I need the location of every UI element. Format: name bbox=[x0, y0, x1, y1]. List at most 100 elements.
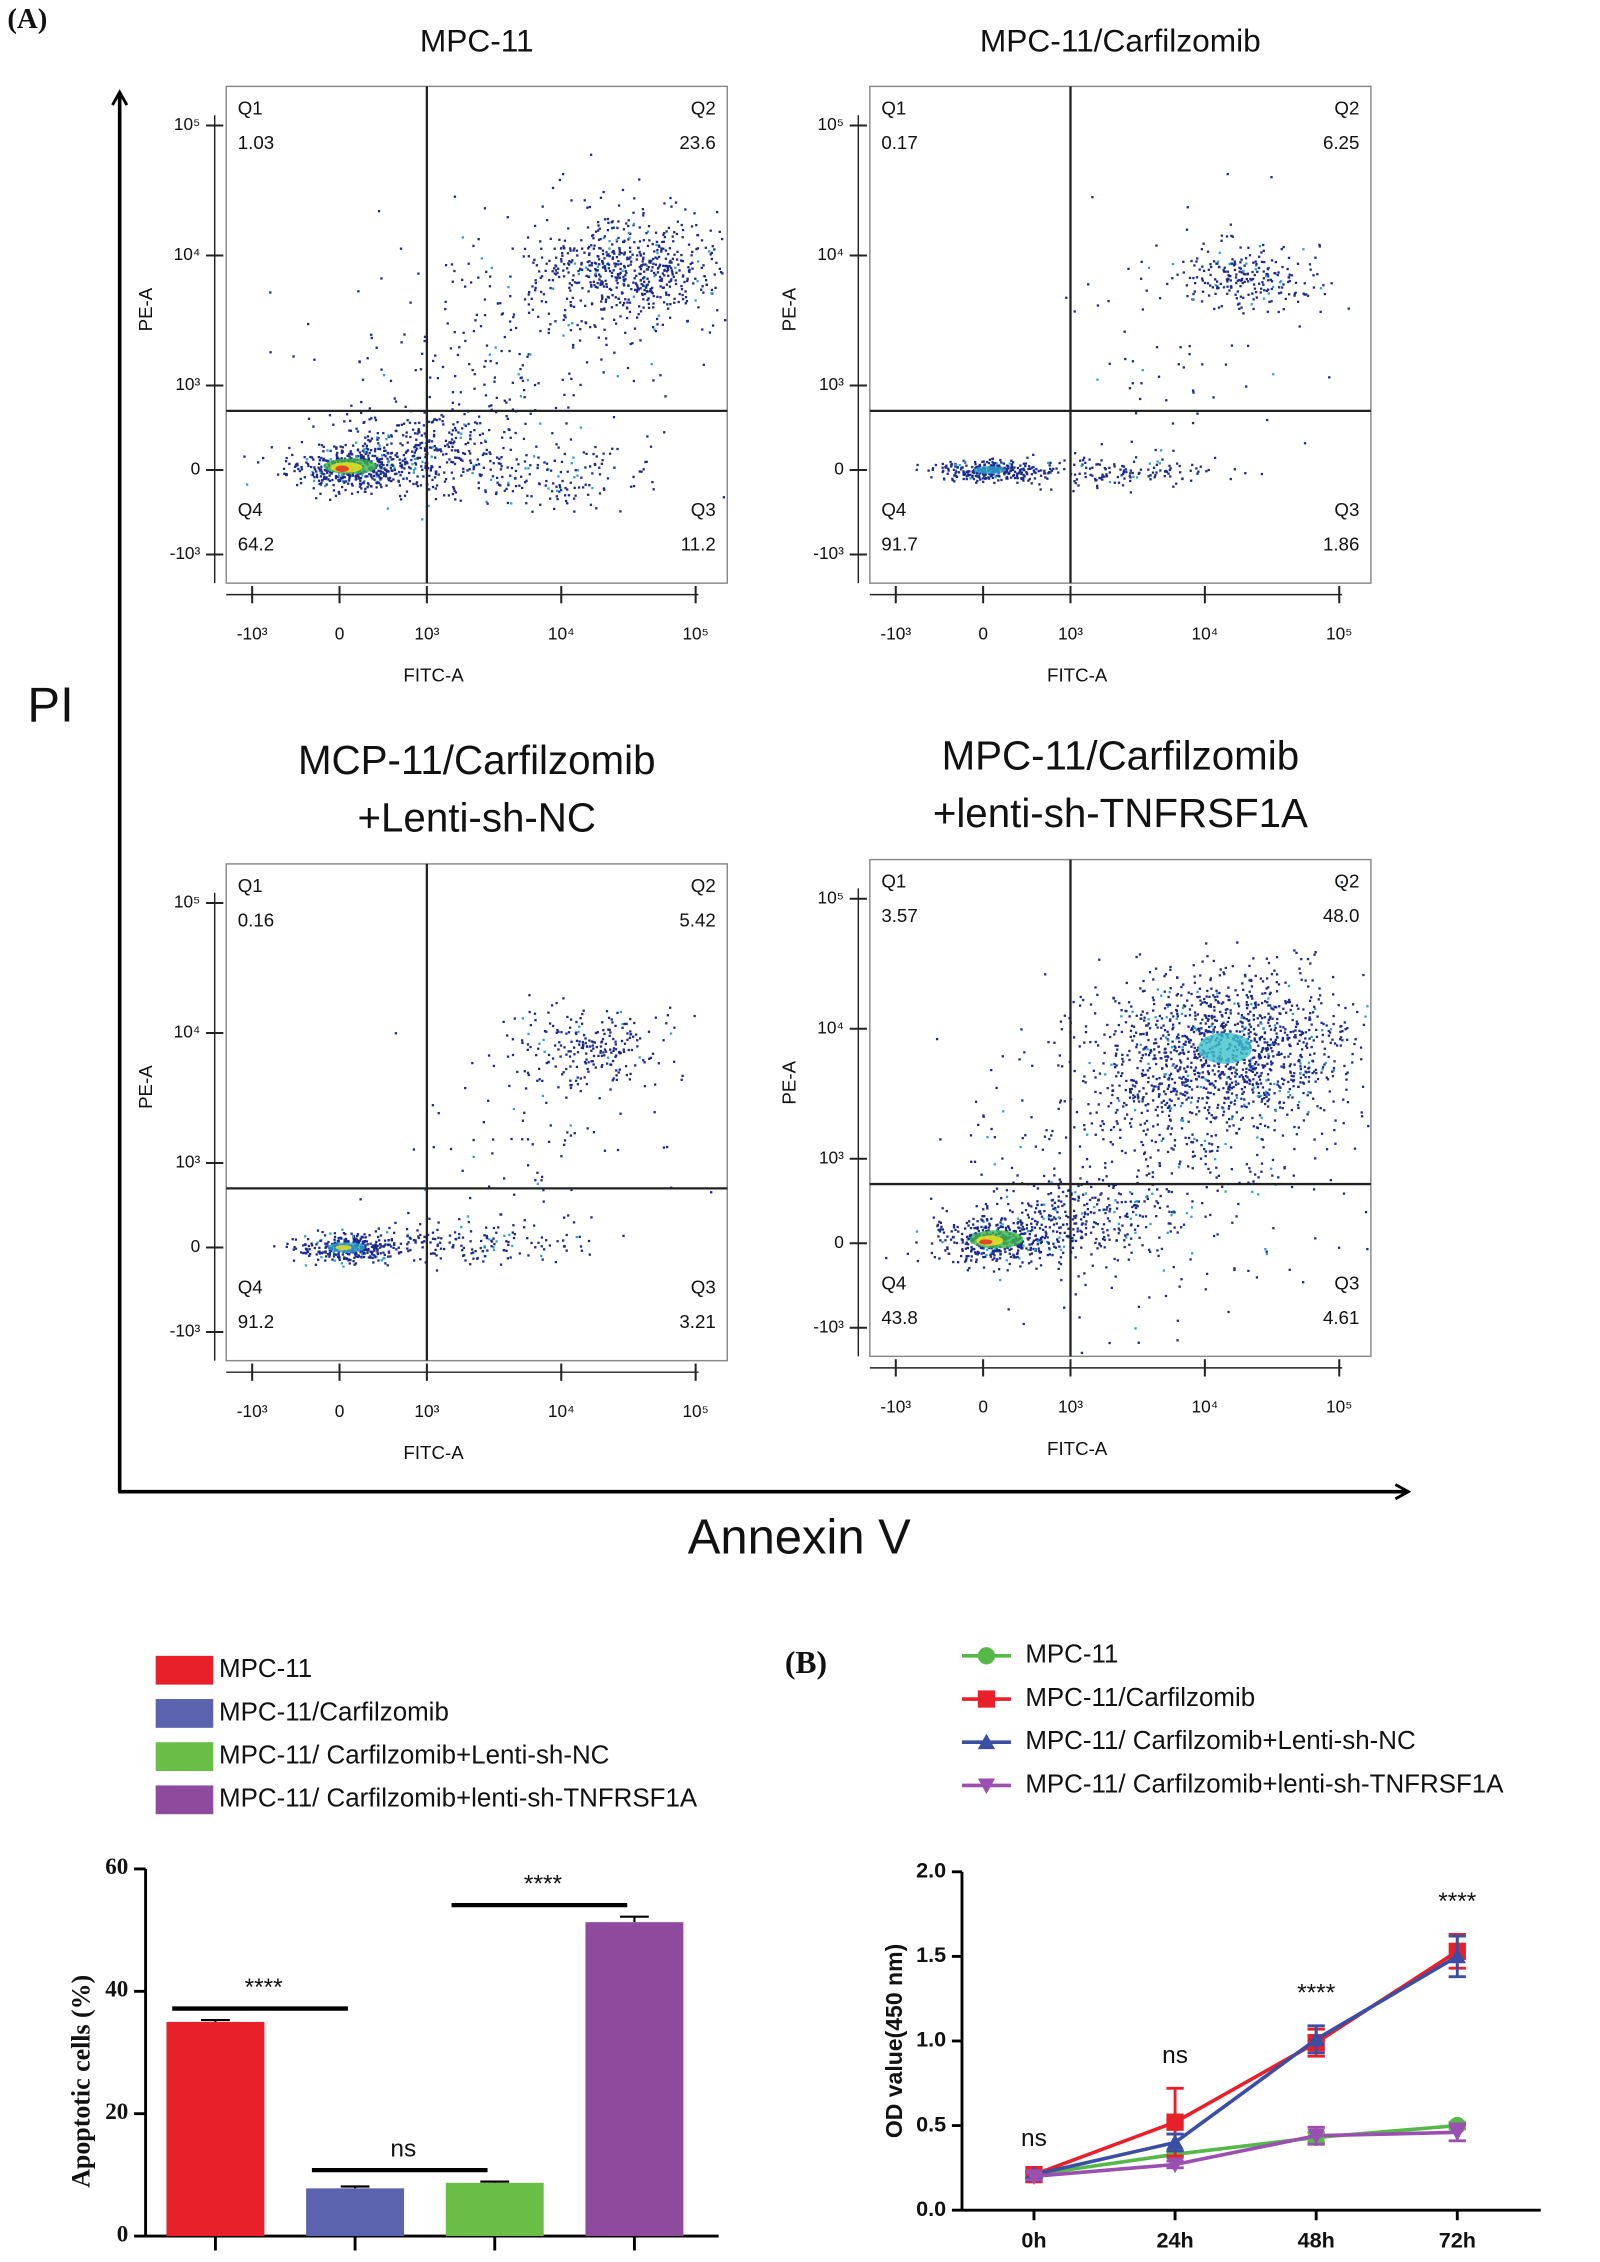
event-dot bbox=[469, 459, 472, 462]
event-dot bbox=[548, 259, 551, 263]
event-dot bbox=[532, 261, 535, 264]
event-dot bbox=[1266, 1048, 1270, 1051]
event-dot bbox=[1244, 1026, 1247, 1029]
event-dot bbox=[710, 288, 714, 292]
event-dot bbox=[673, 1026, 676, 1029]
event-dot bbox=[1114, 1030, 1117, 1033]
event-dot bbox=[1073, 1222, 1076, 1225]
event-dot bbox=[554, 269, 558, 272]
event-dot bbox=[522, 437, 526, 441]
event-dot bbox=[1214, 283, 1217, 287]
event-dot bbox=[606, 295, 610, 299]
event-dot bbox=[997, 1226, 1000, 1230]
event-dot bbox=[583, 1076, 586, 1079]
event-dot bbox=[588, 260, 591, 263]
event-dot bbox=[1172, 1089, 1175, 1093]
event-dot bbox=[589, 281, 592, 284]
event-dot bbox=[513, 1193, 516, 1196]
event-dot bbox=[603, 488, 606, 491]
event-dot bbox=[937, 1228, 940, 1232]
event-dot bbox=[1079, 1177, 1082, 1180]
event-dot bbox=[635, 258, 638, 261]
event-dot bbox=[319, 492, 322, 495]
event-dot bbox=[687, 243, 691, 246]
event-dot bbox=[444, 307, 447, 311]
event-dot bbox=[1287, 293, 1291, 296]
event-dot bbox=[1170, 1147, 1173, 1150]
event-dot bbox=[312, 458, 315, 461]
event-dot bbox=[404, 460, 408, 463]
event-dot bbox=[589, 269, 592, 273]
event-dot bbox=[999, 1225, 1003, 1229]
event-dot bbox=[613, 466, 616, 469]
event-dot bbox=[1131, 1205, 1134, 1209]
event-dot bbox=[452, 442, 455, 445]
event-dot bbox=[1333, 1128, 1336, 1132]
event-dot bbox=[480, 441, 483, 445]
event-dot bbox=[1081, 1222, 1084, 1225]
event-dot bbox=[1205, 1096, 1209, 1099]
event-dot bbox=[450, 433, 453, 436]
event-dot bbox=[1123, 330, 1126, 333]
event-dot bbox=[363, 1249, 366, 1253]
event-dot bbox=[988, 458, 992, 461]
event-dot bbox=[337, 1236, 340, 1240]
event-dot bbox=[438, 418, 441, 421]
event-dot bbox=[1105, 1266, 1108, 1269]
event-dot bbox=[502, 1020, 505, 1024]
event-dot bbox=[335, 453, 338, 456]
event-dot bbox=[667, 252, 670, 256]
event-dot bbox=[1205, 942, 1208, 945]
event-dot bbox=[614, 276, 617, 279]
event-dot bbox=[440, 414, 443, 417]
event-dot bbox=[1188, 276, 1192, 280]
event-dot bbox=[956, 1260, 960, 1264]
event-dot bbox=[380, 277, 383, 280]
event-dot bbox=[321, 479, 324, 482]
event-dot bbox=[292, 1248, 295, 1251]
event-dot bbox=[378, 1243, 382, 1246]
event-dot bbox=[427, 420, 431, 423]
event-dot bbox=[1075, 1214, 1078, 1217]
event-dot bbox=[1166, 1205, 1169, 1208]
event-dot bbox=[433, 456, 437, 459]
event-dot bbox=[1138, 1051, 1141, 1054]
event-dot bbox=[562, 318, 565, 322]
event-dot bbox=[715, 261, 718, 264]
event-dot bbox=[1196, 1085, 1199, 1088]
event-dot bbox=[1074, 482, 1077, 485]
event-dot bbox=[500, 313, 504, 316]
event-dot bbox=[1043, 472, 1047, 475]
event-dot bbox=[615, 1069, 618, 1072]
event-dot bbox=[1093, 1211, 1096, 1215]
event-dot bbox=[479, 474, 482, 478]
event-dot bbox=[510, 466, 514, 470]
event-dot bbox=[1281, 265, 1284, 269]
event-dot bbox=[915, 1230, 919, 1233]
event-dot bbox=[1121, 464, 1124, 468]
event-dot bbox=[288, 446, 291, 450]
event-dot bbox=[490, 266, 493, 270]
event-dot bbox=[379, 472, 382, 476]
event-dot bbox=[1215, 287, 1219, 290]
event-dot bbox=[989, 464, 993, 467]
event-dot bbox=[1298, 1039, 1301, 1042]
event-dot bbox=[1252, 283, 1256, 286]
event-dot bbox=[484, 490, 487, 494]
event-dot bbox=[398, 470, 401, 474]
event-dot bbox=[1103, 475, 1106, 478]
event-dot bbox=[1307, 1080, 1311, 1083]
event-dot bbox=[960, 466, 963, 469]
event-dot bbox=[336, 451, 339, 455]
event-dot bbox=[1277, 1051, 1280, 1054]
event-dot bbox=[1184, 1080, 1188, 1083]
event-dot bbox=[348, 455, 351, 458]
event-dot bbox=[365, 1248, 368, 1252]
event-dot bbox=[544, 269, 547, 272]
event-dot bbox=[334, 476, 338, 480]
event-dot bbox=[454, 491, 458, 494]
event-dot bbox=[1014, 1229, 1017, 1233]
event-dot bbox=[537, 315, 540, 318]
event-dot bbox=[622, 228, 626, 231]
event-dot bbox=[469, 461, 473, 465]
